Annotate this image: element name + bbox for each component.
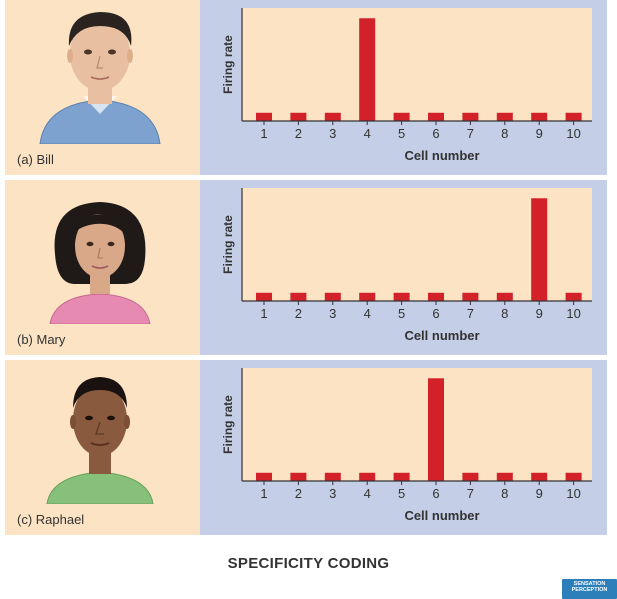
- x-tick-label: 5: [398, 486, 405, 501]
- bar: [428, 378, 444, 481]
- logo-text: SENSATION PERCEPTION: [571, 581, 608, 593]
- portrait-area: (c) Raphael: [5, 360, 200, 535]
- bar: [462, 112, 479, 121]
- mary-portrait: [49, 202, 151, 324]
- bar: [531, 198, 548, 301]
- y-axis-title: Firing rate: [221, 395, 235, 454]
- plot-area: [242, 368, 592, 481]
- x-tick-label: 4: [364, 306, 371, 321]
- chart-area: 1 2 3 4 5 6 7 8 9 10 Cell number Firing rate: [200, 0, 607, 175]
- x-tick-label: 10: [566, 126, 580, 141]
- bar: [428, 112, 444, 121]
- bar: [324, 112, 341, 121]
- bill-portrait: [39, 12, 161, 144]
- bar: [290, 472, 307, 481]
- bar: [256, 472, 272, 481]
- x-tick-label: 9: [536, 126, 543, 141]
- x-tick-label: 8: [501, 486, 508, 501]
- x-tick-label: 2: [295, 306, 302, 321]
- bar: [496, 292, 513, 301]
- x-tick-label: 5: [398, 126, 405, 141]
- bar: [531, 112, 548, 121]
- x-tick-label: 1: [260, 486, 267, 501]
- bar: [393, 292, 410, 301]
- x-tick-label: 8: [501, 306, 508, 321]
- x-tick-label: 10: [566, 306, 580, 321]
- bar: [496, 112, 513, 121]
- x-axis-title: Cell number: [404, 328, 479, 343]
- y-axis-title: Firing rate: [221, 35, 235, 94]
- x-tick-label: 2: [295, 486, 302, 501]
- plot-area: [242, 8, 592, 121]
- x-tick-label: 7: [467, 486, 474, 501]
- bar: [565, 112, 582, 121]
- person-label: (b) Mary: [17, 332, 66, 347]
- x-tick-label: 4: [364, 486, 371, 501]
- x-tick-label: 8: [501, 126, 508, 141]
- x-tick-label: 3: [329, 306, 336, 321]
- person-label: (c) Raphael: [17, 512, 85, 527]
- bar: [359, 18, 376, 121]
- person-label: (a) Bill: [17, 152, 54, 167]
- panel-raphael: (c) Raphael 1 2 3 4 5 6 7 8 9 10 Cell number Firing…: [5, 360, 607, 535]
- bar: [496, 472, 513, 481]
- x-tick-label: 1: [260, 126, 267, 141]
- panel-mary: (b) Mary 1 2 3 4 5 6 7 8 9 10 Cell number Firing ra…: [5, 180, 607, 355]
- figure-title: SPECIFICITY CODING: [227, 555, 390, 572]
- panel-bill: (a) Bill 1 2 3 4 5 6 7 8 9 10 Cell number Firing ra…: [5, 0, 607, 175]
- x-tick-label: 7: [467, 126, 474, 141]
- x-tick-label: 10: [566, 486, 580, 501]
- portrait-area: (a) Bill: [5, 0, 200, 175]
- y-axis-title: Firing rate: [221, 215, 235, 274]
- x-tick-label: 9: [536, 306, 543, 321]
- x-tick-label: 6: [432, 306, 439, 321]
- x-tick-label: 3: [329, 126, 336, 141]
- bar: [462, 472, 479, 481]
- bar: [324, 292, 341, 301]
- firing-rate-chart: 1 2 3 4 5 6 7 8 9 10 Cell number Firing rate: [221, 188, 592, 343]
- firing-rate-chart: 1 2 3 4 5 6 7 8 9 10 Cell number Firing rate: [221, 368, 592, 523]
- x-tick-label: 4: [364, 126, 371, 141]
- bar: [462, 292, 479, 301]
- x-axis-title: Cell number: [404, 148, 479, 163]
- bar: [393, 112, 410, 121]
- bar: [565, 472, 582, 481]
- bar: [359, 472, 376, 481]
- bar: [393, 472, 410, 481]
- bar: [324, 472, 341, 481]
- firing-rate-chart: 1 2 3 4 5 6 7 8 9 10 Cell number Firing rate: [221, 8, 592, 163]
- x-tick-label: 9: [536, 486, 543, 501]
- raphael-portrait: [46, 377, 154, 504]
- portrait-area: (b) Mary: [5, 180, 200, 355]
- chart-area: 1 2 3 4 5 6 7 8 9 10 Cell number Firing rate: [200, 180, 607, 355]
- bar: [290, 112, 307, 121]
- bar: [359, 292, 376, 301]
- x-tick-label: 5: [398, 306, 405, 321]
- x-tick-label: 1: [260, 306, 267, 321]
- bar: [565, 292, 582, 301]
- x-tick-label: 3: [329, 486, 336, 501]
- publisher-logo: SENSATION PERCEPTION: [562, 579, 617, 599]
- bar: [290, 292, 307, 301]
- x-tick-label: 7: [467, 306, 474, 321]
- bar: [256, 292, 272, 301]
- x-tick-label: 2: [295, 126, 302, 141]
- bar: [531, 472, 548, 481]
- x-axis-title: Cell number: [404, 508, 479, 523]
- x-tick-label: 6: [432, 486, 439, 501]
- chart-area: 1 2 3 4 5 6 7 8 9 10 Cell number Firing rate: [200, 360, 607, 535]
- bar: [256, 112, 272, 121]
- bar: [428, 292, 444, 301]
- x-tick-label: 6: [432, 126, 439, 141]
